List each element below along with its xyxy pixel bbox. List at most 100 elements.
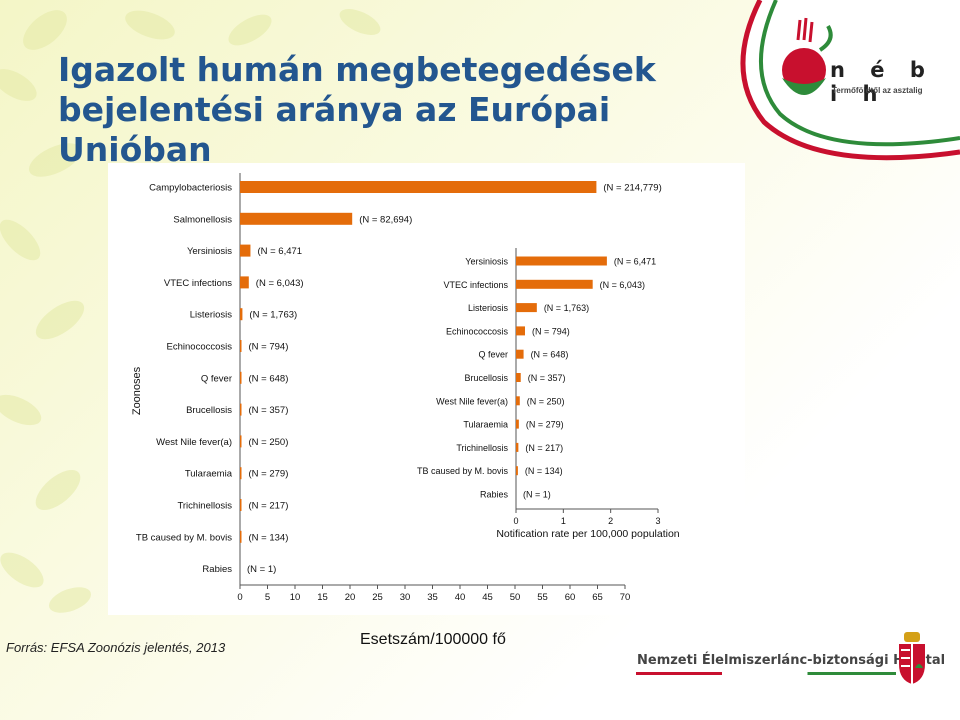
chart2-bar [516,303,537,313]
chart1-category-label: TB caused by M. bovis [136,532,232,543]
chart2-data-label: (N = 279) [526,420,564,430]
chart1-x-tick-label: 55 [537,592,548,603]
chart2-bar [516,442,519,452]
chart2-x-axis-label: Notification rate per 100,000 population [496,528,679,540]
chart2-data-label: (N = 6,471 [614,257,656,267]
chart1-data-label: (N = 6,471 [257,246,302,257]
chart2-category-label: Yersiniosis [465,257,508,267]
chart1-x-tick-label: 0 [237,592,242,603]
chart2-category-label: Echinococcosis [446,326,509,336]
chart1-category-label: Listeriosis [190,310,232,321]
chart2-category-label: Trichinellosis [456,443,508,453]
chart1-bar [240,371,242,384]
chart2-category-label: VTEC infections [443,280,508,290]
chart1-data-label: (N = 6,043) [256,278,304,289]
chart1-category-label: Echinococcosis [167,342,233,353]
chart2-data-label: (N = 648) [531,350,569,360]
chart2-bar [516,466,518,476]
source-citation: Forrás: EFSA Zoonózis jelentés, 2013 [6,640,226,655]
chart1-category-label: Brucellosis [186,405,232,416]
chart2-data-label: (N = 357) [528,373,566,383]
chart2-bar [516,373,521,382]
slide-title: Igazolt humán megbetegedések bejelentési… [58,50,758,170]
chart1-bar [240,467,242,480]
chart1-x-tick-label: 20 [345,592,356,603]
chart1-category-label: Rabies [202,564,232,575]
chart1-data-label: (N = 1) [247,564,276,575]
chart2-data-label: (N = 6,043) [600,280,645,290]
chart1-category-label: Yersiniosis [187,246,232,257]
chart1-bar [240,530,242,543]
chart2-category-label: Q fever [478,350,508,360]
slide-title-line-1: Igazolt humán megbetegedések [58,50,656,89]
zoonoses-chart: Campylobacteriosis (N = 214,779) Salmonell… [131,173,680,603]
x-axis-caption: Esetszám/100000 fő [360,631,506,648]
chart1-data-label: (N = 82,694) [359,214,412,225]
chart2-x-tick-label: 0 [513,516,518,526]
chart1-category-label: Q fever [201,373,232,384]
logo-tagline: Termőföldtől az asztalig [832,86,923,95]
chart2-data-label: (N = 250) [527,396,565,406]
chart1-bar [240,181,597,193]
chart1-x-tick-label: 40 [455,592,466,603]
chart2-x-tick-label: 2 [608,516,613,526]
chart1-x-tick-label: 30 [400,592,411,603]
chart2-x-tick-label: 3 [655,516,660,526]
chart2-data-label: (N = 1) [523,490,551,500]
chart1-bar [240,308,243,321]
chart1-data-label: (N = 648) [249,373,289,384]
chart2-bar [516,419,519,429]
logo-wordmark: n é b i h [830,58,934,106]
chart-panel: Campylobacteriosis (N = 214,779) Salmonell… [108,163,745,615]
chart1-x-tick-label: 50 [510,592,521,603]
chart1-category-label: West Nile fever(a) [156,437,232,448]
chart1-category-label: Campylobacteriosis [149,183,232,194]
chart2-category-label: Rabies [480,490,509,500]
chart1-y-axis-label: Zoonoses [131,366,143,415]
chart1-data-label: (N = 250) [249,437,289,448]
chart1-data-label: (N = 357) [249,405,289,416]
chart1-x-tick-label: 65 [592,592,603,603]
chart1-x-tick-label: 10 [290,592,301,603]
chart1-x-tick-label: 35 [427,592,438,603]
chart1-x-tick-label: 5 [265,592,270,603]
chart1-bar [240,340,242,352]
chart1-x-tick-label: 25 [372,592,383,603]
chart2-bar [516,256,607,266]
slide-title-line-2: bejelentési aránya az Európai Unióban [58,90,611,169]
chart1-x-tick-label: 70 [620,592,631,603]
chart2-category-label: Tularaemia [463,420,508,430]
national-color-band [636,672,896,675]
chart1-bar [240,212,353,225]
chart2-category-label: West Nile fever(a) [436,396,508,406]
chart1-data-label: (N = 1,763) [249,310,297,321]
organization-name: Nemzeti Élelmiszerlánc-biztonsági Hivata… [637,653,946,668]
chart1-category-label: Salmonellosis [173,214,232,225]
chart1-bar [240,276,249,289]
chart2-bar [516,326,525,336]
chart2-category-label: Brucellosis [464,373,508,383]
chart1-category-label: Tularaemia [185,469,233,480]
chart1-category-label: VTEC infections [164,278,232,289]
chart2-bar [516,279,593,289]
chart2-data-label: (N = 794) [532,326,570,336]
chart1-x-tick-label: 15 [317,592,328,603]
chart2-category-label: Listeriosis [468,303,509,313]
chart1-bar [240,244,251,257]
chart1-bar [240,499,242,511]
chart2-data-label: (N = 217) [525,443,563,453]
chart1-bar [240,403,242,416]
chart1-category-label: Trichinellosis [177,501,232,512]
chart1-bar [240,435,242,448]
chart2-data-label: (N = 134) [525,466,563,476]
chart1-data-label: (N = 134) [249,532,289,543]
chart2-bar [516,396,520,406]
chart2-x-tick-label: 1 [561,516,566,526]
chart1-data-label: (N = 217) [249,501,289,512]
chart1-x-tick-label: 60 [565,592,576,603]
chart2-data-label: (N = 1,763) [544,303,589,313]
chart1-data-label: (N = 214,779) [603,183,661,194]
chart1-data-label: (N = 794) [249,342,289,353]
nebih-logo [740,0,960,161]
